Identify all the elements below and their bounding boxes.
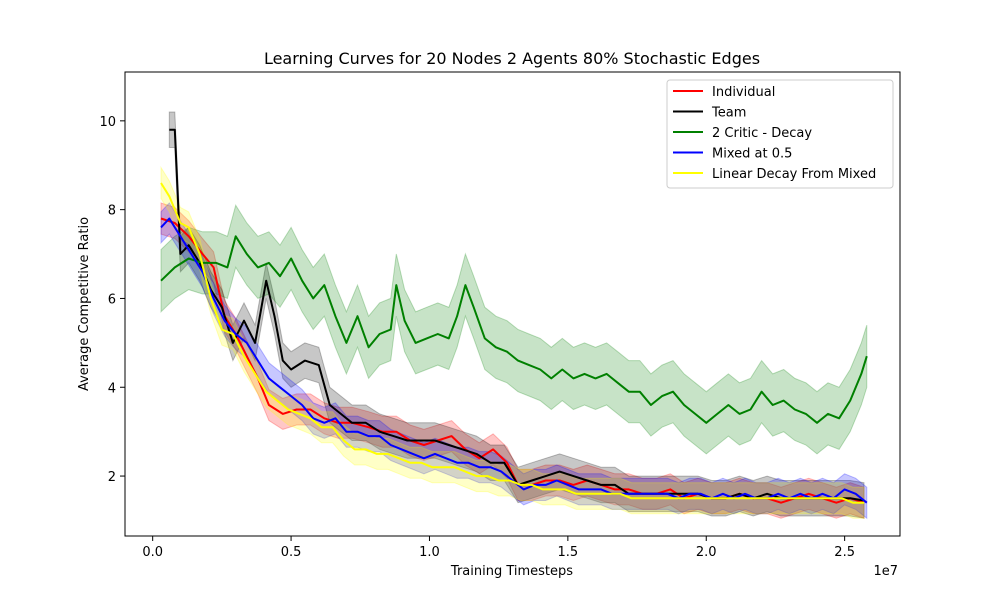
band-2-critic-decay [160, 203, 868, 455]
x-tick-label: 0.0 [142, 545, 163, 560]
y-tick-label: 2 [108, 470, 116, 485]
legend-box [666, 79, 894, 189]
legend-label-team: Team [711, 106, 746, 121]
legend-label-individual: Individual [712, 85, 775, 100]
y-axis-label: Average Competitive Ratio [77, 217, 92, 391]
series-line-mixed-at-0-5 [160, 217, 868, 504]
y-tick-label: 6 [108, 292, 116, 307]
band-individual [160, 202, 865, 519]
x-tick-label: 1.0 [419, 545, 440, 560]
series-line-2-critic-decay [160, 235, 868, 424]
series-line-team [169, 128, 865, 502]
legend-label-mixed-at-0-5: Mixed at 0.5 [712, 147, 792, 162]
legend-label-2-critic-decay: 2 Critic - Decay [712, 126, 812, 141]
plot-area-frame [124, 71, 901, 537]
legend-label-linear-decay-from-mixed: Linear Decay From Mixed [712, 167, 876, 182]
y-tick-label: 8 [108, 204, 116, 219]
x-tick-label: 2.0 [696, 545, 717, 560]
x-axis-offset-label: 1e7 [873, 564, 898, 579]
x-tick-label: 2.5 [834, 545, 855, 560]
legend: Individual Team 2 Critic - Decay Mixed at 0… [666, 79, 894, 189]
y-tick-label: 10 [99, 115, 116, 130]
x-axis-label: Training Timesteps [450, 564, 573, 579]
y-axis-ticks: 2 4 6 8 10 [99, 115, 125, 485]
chart-title: Learning Curves for 20 Nodes 2 Agents 80… [264, 49, 760, 68]
y-tick-label: 4 [108, 381, 116, 396]
series-lines [160, 128, 868, 504]
x-tick-label: 1.5 [558, 545, 579, 560]
band-linear-decay-from-mixed [160, 165, 865, 519]
x-tick-label: 0.5 [281, 545, 302, 560]
series-line-linear-decay-from-mixed [160, 182, 864, 504]
x-axis-ticks: 0.0 0.5 1.0 1.5 2.0 2.5 [142, 536, 855, 560]
